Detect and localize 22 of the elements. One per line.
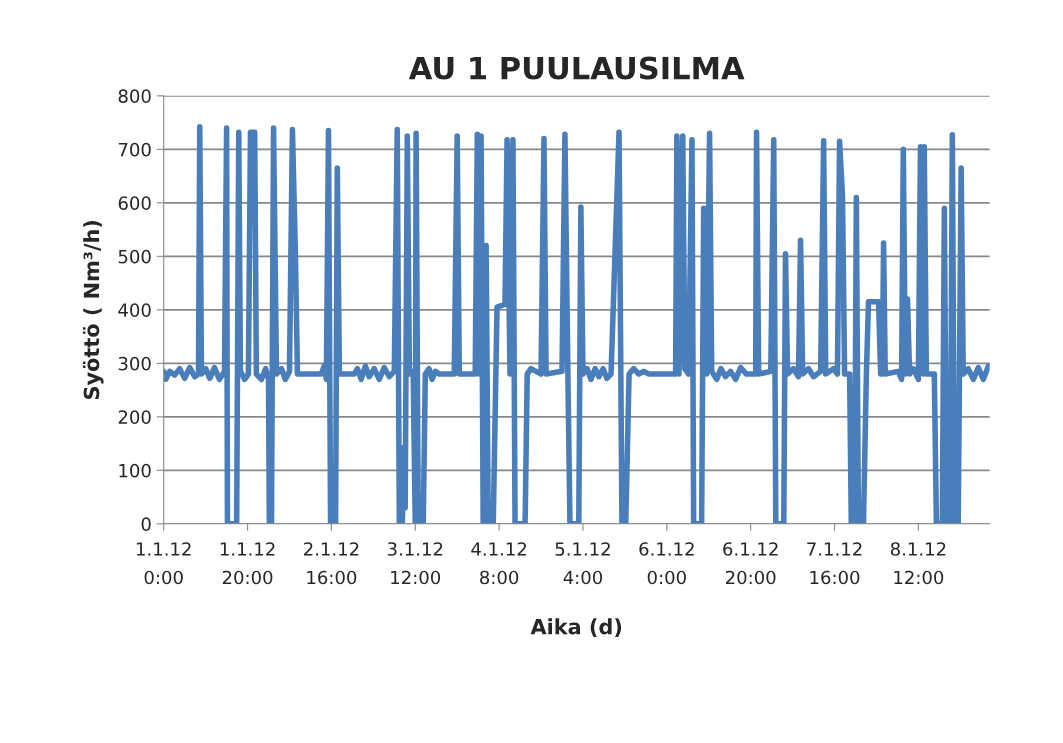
x-tick-label: 7.1.12 16:00 <box>807 542 862 585</box>
x-tick-label: 4.1.12 8:00 <box>471 542 527 585</box>
y-tick-label: 800 <box>118 89 151 103</box>
x-tick-label: 6.1.12 20:00 <box>723 542 778 585</box>
x-tick-label: 5.1.12 4:00 <box>555 542 610 585</box>
x-tick-label: 3.1.12 12:00 <box>387 542 443 585</box>
x-tick-label: 2.1.12 16:00 <box>304 542 359 585</box>
y-tick-label: 700 <box>118 142 151 157</box>
y-tick-label: 200 <box>118 410 151 424</box>
x-tick-label: 1.1.12 0:00 <box>136 542 191 585</box>
y-tick-label: 600 <box>118 196 151 210</box>
y-tick-label: 400 <box>118 303 151 317</box>
x-axis-title: Aika (d) <box>530 618 622 637</box>
x-tick-label: 6.1.12 0:00 <box>639 542 694 585</box>
y-tick-label: 100 <box>119 463 151 478</box>
y-tick-label: 0 <box>141 517 151 531</box>
y-tick-label: 500 <box>118 249 151 264</box>
chart-title: AU 1 PUULAUSILMA <box>408 56 745 80</box>
x-tick-label: 1.1.12 20:00 <box>220 542 275 585</box>
x-tick-label: 8.1.12 12:00 <box>890 542 946 585</box>
y-tick-label: 300 <box>118 356 151 371</box>
y-axis-title: Syöttö ( Nm³/h) <box>82 220 104 400</box>
